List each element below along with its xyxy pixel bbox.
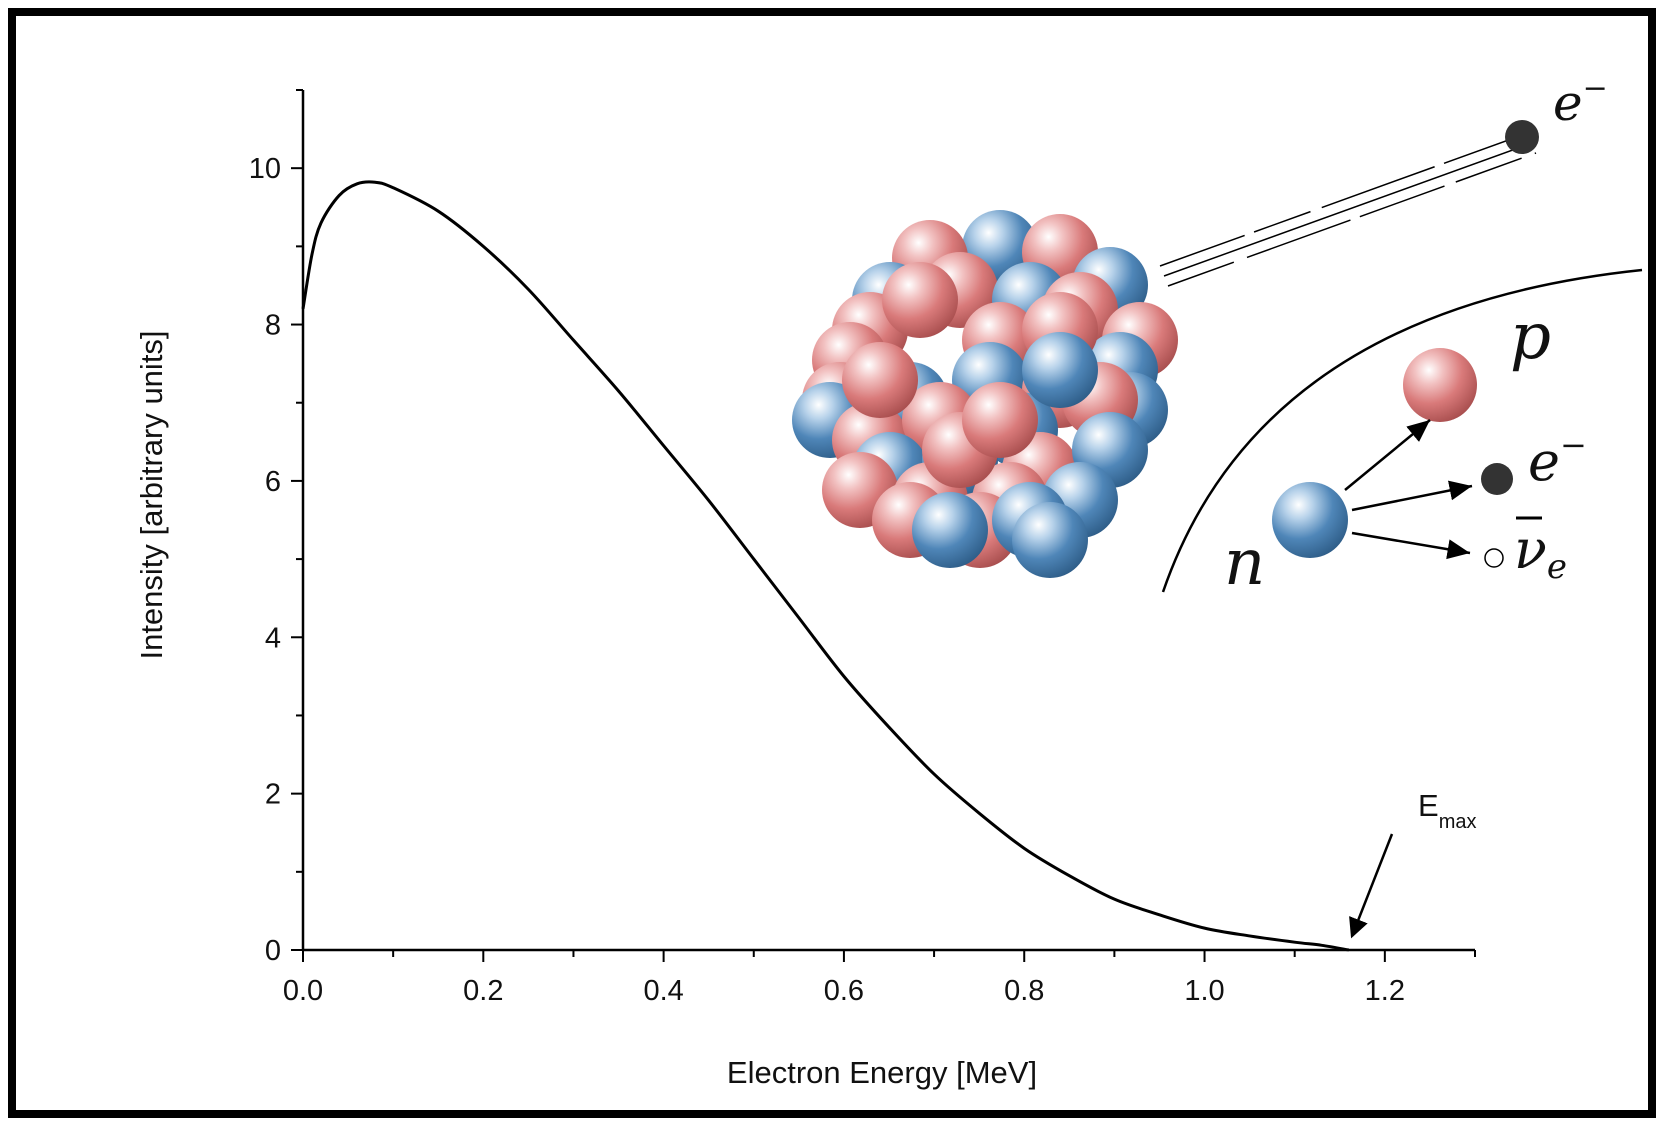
neutron-decay-diagram: p n e− νe — [1161, 268, 1643, 600]
nucleus-proton — [842, 342, 918, 418]
decay-electron-dot — [1481, 463, 1513, 495]
x-tick-label: 1.2 — [1365, 975, 1405, 1007]
nucleus-neutron — [912, 492, 988, 568]
proton-ball — [1403, 348, 1477, 422]
x-tick-label: 1.0 — [1184, 975, 1224, 1007]
arrow-to-electron — [1351, 480, 1473, 512]
y-tick-label: 6 — [265, 466, 281, 498]
x-axis-label: Electron Energy [MeV] — [727, 1055, 1037, 1090]
electron-emission-track: e− — [1159, 71, 1608, 287]
decay-electron-label: e− — [1528, 426, 1587, 493]
decay-panel-arc — [1161, 268, 1643, 593]
y-tick-label: 0 — [265, 935, 281, 967]
arrow-to-antineutrino — [1351, 531, 1471, 560]
x-tick-label: 0.8 — [1004, 975, 1044, 1007]
y-axis-label: Intensity [arbitrary units] — [134, 330, 169, 659]
x-tick-label: 0.6 — [824, 975, 864, 1007]
nucleus-illustration — [792, 210, 1178, 578]
proton-label: p — [1510, 300, 1551, 374]
axes — [301, 90, 1475, 952]
x-tick-label: 0.2 — [463, 975, 503, 1007]
emax-annotation: Emax — [1349, 788, 1476, 939]
emitted-electron-dot — [1505, 120, 1539, 154]
tick-marks — [291, 89, 1476, 962]
neutron-label: n — [1224, 526, 1265, 600]
x-tick-label: 0.0 — [283, 975, 323, 1007]
nucleus-proton — [882, 262, 958, 338]
figure-frame — [8, 8, 1656, 1118]
nucleus-neutron — [1012, 502, 1088, 578]
nucleus-proton — [962, 382, 1038, 458]
antineutrino-label: νe — [1514, 516, 1567, 587]
spectrum-curve — [301, 180, 1350, 952]
tick-labels: 0.0 0.2 0.4 0.6 0.8 1.0 1.2 0 2 4 6 8 10 — [249, 153, 1405, 1007]
antineutrino-dot — [1484, 548, 1504, 568]
y-tick-label: 10 — [249, 153, 281, 185]
y-tick-label: 2 — [265, 779, 281, 811]
nucleus-neutron — [1022, 332, 1098, 408]
emitted-electron-label: e− — [1553, 71, 1608, 132]
arrow-to-proton — [1344, 419, 1431, 491]
emax-arrow — [1349, 833, 1394, 939]
svg-text:νe: νe — [1514, 518, 1567, 587]
neutron-ball — [1272, 482, 1348, 558]
x-tick-label: 0.4 — [643, 975, 683, 1007]
y-tick-label: 4 — [265, 622, 281, 654]
emax-label: Emax — [1418, 788, 1476, 833]
y-tick-label: 8 — [265, 310, 281, 342]
